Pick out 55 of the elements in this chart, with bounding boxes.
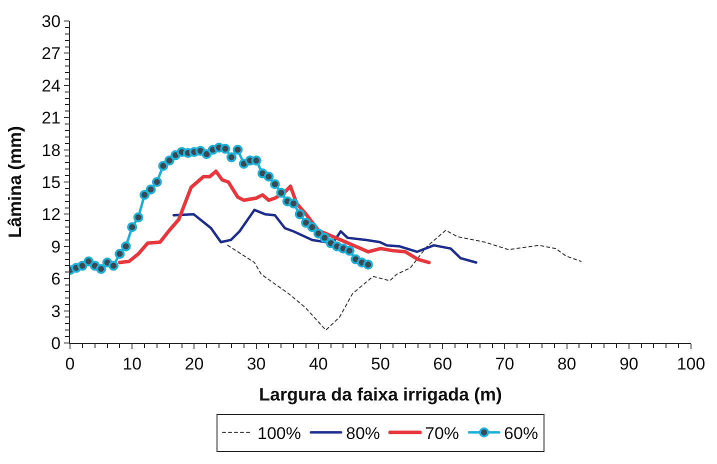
point — [140, 190, 150, 200]
point — [120, 241, 131, 252]
y-tick-label: 27 — [42, 44, 61, 64]
legend-label: 80% — [346, 424, 380, 444]
x-tick-label: 50 — [371, 354, 390, 374]
point — [133, 212, 144, 222]
point — [251, 156, 262, 166]
point — [344, 246, 354, 256]
x-tick-label: 20 — [184, 354, 204, 374]
x-tick-label: 10 — [122, 354, 142, 374]
point — [146, 184, 156, 195]
y-axis-title: Lâmina (mm) — [4, 126, 25, 238]
x-tick-label: 70 — [495, 354, 514, 374]
y-tick-label: 12 — [42, 205, 61, 224]
point — [164, 156, 174, 166]
x-tick-label: 60 — [433, 354, 452, 374]
point — [152, 177, 162, 187]
line-series — [118, 170, 431, 264]
point — [270, 179, 280, 190]
point — [114, 248, 125, 259]
point — [288, 198, 299, 208]
point — [320, 232, 330, 243]
x-tick-label: 80 — [557, 354, 576, 374]
legend-label: 100% — [258, 424, 301, 444]
line-series — [172, 208, 478, 264]
point — [307, 222, 318, 232]
x-tick-label: 0 — [65, 354, 75, 374]
y-tick-label: 0 — [51, 334, 61, 353]
x-tick-label: 40 — [308, 354, 328, 374]
point — [226, 152, 236, 162]
point — [158, 160, 168, 171]
legend-label: 60% — [504, 424, 538, 444]
point — [108, 260, 118, 271]
x-tick-label: 100 — [676, 354, 706, 374]
y-tick-label: 6 — [51, 270, 61, 289]
x-axis-title: Largura da faixa irrigada (m) — [258, 384, 502, 404]
point — [232, 144, 243, 155]
y-tick-label: 15 — [42, 172, 61, 192]
y-tick-label: 18 — [42, 140, 61, 160]
point — [264, 172, 274, 182]
point — [276, 188, 286, 198]
y-tick-label: 24 — [42, 76, 61, 96]
point — [294, 209, 305, 220]
point — [363, 260, 374, 270]
y-tick-label: 21 — [42, 108, 61, 128]
point — [220, 144, 230, 154]
x-tick-label: 90 — [619, 354, 638, 374]
legend-label: 70% — [425, 424, 460, 444]
y-tick-label: 3 — [51, 302, 61, 321]
line-series — [227, 230, 582, 331]
x-tick-label: 30 — [246, 354, 266, 374]
point — [96, 264, 106, 274]
y-tick-label: 30 — [42, 12, 61, 31]
point — [127, 222, 138, 232]
y-tick-label: 9 — [51, 237, 61, 256]
